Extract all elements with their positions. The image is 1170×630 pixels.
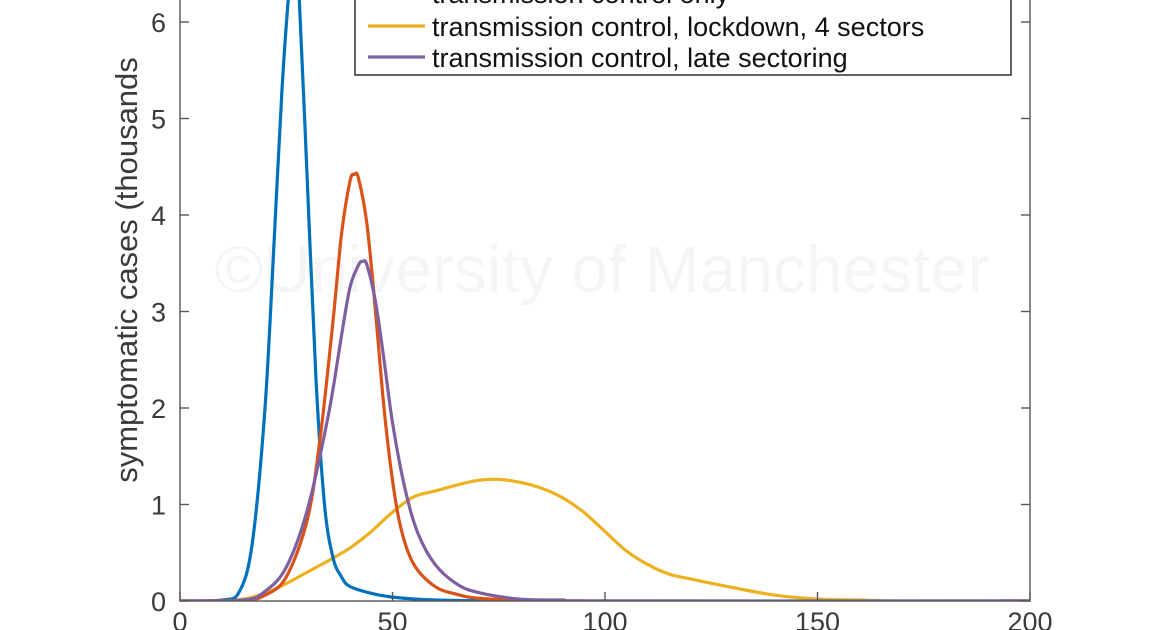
y-tick-label: 3 bbox=[151, 298, 166, 328]
legend: transmission control only transmission co… bbox=[354, 0, 1012, 76]
legend-label: transmission control, lockdown, 4 sector… bbox=[432, 12, 924, 42]
x-tick-label: 150 bbox=[795, 607, 840, 630]
legend-box bbox=[354, 0, 1012, 76]
y-tick-label: 0 bbox=[151, 587, 166, 617]
watermark-text: ©University of Manchester bbox=[215, 232, 990, 306]
y-tick-label: 5 bbox=[151, 105, 166, 135]
y-tick-label: 1 bbox=[151, 491, 166, 521]
y-tick-label: 2 bbox=[151, 394, 166, 424]
y-tick-label: 4 bbox=[151, 201, 166, 231]
x-tick-label: 50 bbox=[377, 607, 407, 630]
legend-label: transmission control only bbox=[432, 0, 730, 9]
series-line-1 bbox=[180, 171, 1030, 601]
y-tick-label: 6 bbox=[151, 8, 166, 38]
legend-label: transmission control, late sectoring bbox=[432, 43, 848, 73]
y-axis-label: symptomatic cases (thousands bbox=[109, 57, 144, 483]
x-tick-label: 0 bbox=[172, 607, 187, 630]
x-tick-label: 100 bbox=[582, 607, 627, 630]
series-line-2 bbox=[180, 477, 1030, 601]
x-tick-label: 200 bbox=[1007, 607, 1052, 630]
series-line-3 bbox=[180, 259, 1030, 601]
axes-layer: 0 1 2 3 4 5 6 0 50 100 150 200 bbox=[151, 8, 1053, 630]
